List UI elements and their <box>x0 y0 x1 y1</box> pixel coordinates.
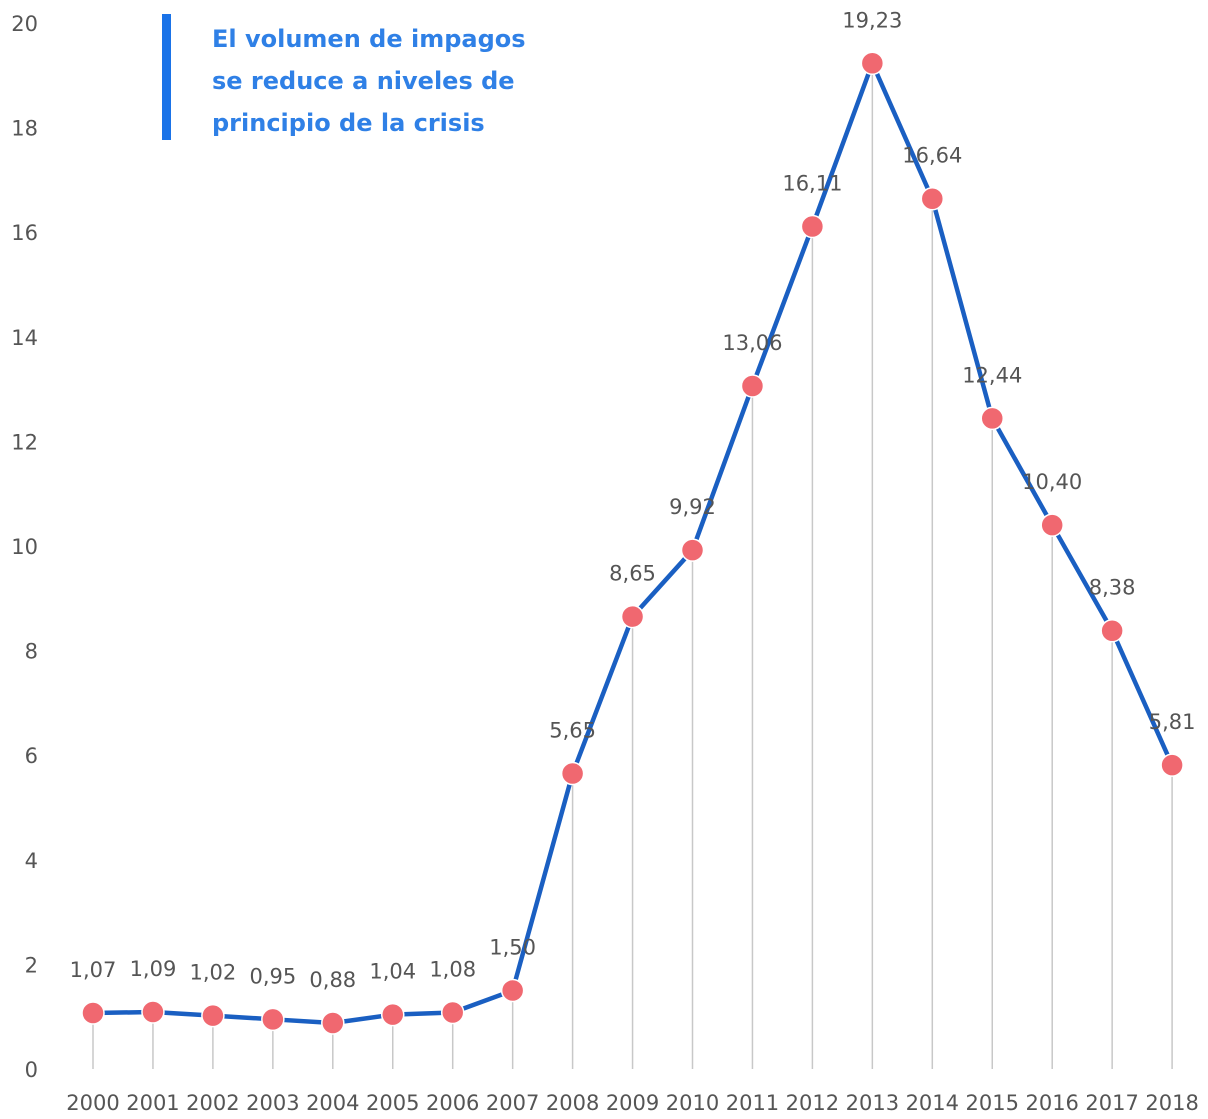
data-point <box>81 1001 105 1025</box>
data-label: 16,64 <box>902 144 962 168</box>
data-point <box>980 406 1004 431</box>
data-label: 8,65 <box>609 562 656 586</box>
y-tick-label: 14 <box>11 326 38 350</box>
x-tick-label: 2007 <box>486 1091 539 1115</box>
data-label: 1,08 <box>429 958 476 982</box>
data-point <box>680 538 705 562</box>
chart-title: El volumen de impagos se reduce a nivele… <box>212 25 526 137</box>
x-tick-label: 2006 <box>426 1091 479 1115</box>
data-label: 16,11 <box>782 171 842 195</box>
data-label: 1,04 <box>369 960 416 984</box>
x-tick-label: 2009 <box>606 1091 659 1115</box>
title-accent-bar <box>162 14 171 140</box>
data-label: 1,07 <box>70 958 117 982</box>
x-tick-label: 2016 <box>1025 1091 1078 1115</box>
data-point <box>261 1007 285 1032</box>
x-tick-label: 2001 <box>126 1091 179 1115</box>
x-tick-label: 2017 <box>1085 1091 1138 1115</box>
data-label: 13,06 <box>722 331 782 355</box>
chart-title-box: El volumen de impagos se reduce a nivele… <box>162 14 582 140</box>
data-label: 8,38 <box>1089 576 1136 600</box>
x-tick-label: 2003 <box>246 1091 299 1115</box>
data-point <box>800 214 825 239</box>
y-tick-label: 6 <box>25 744 38 768</box>
data-point <box>740 374 765 398</box>
data-label: 12,44 <box>962 363 1022 387</box>
data-label: 9,92 <box>669 495 716 519</box>
y-tick-label: 0 <box>25 1058 38 1082</box>
data-point <box>620 604 645 629</box>
x-tick-label: 2010 <box>666 1091 719 1115</box>
data-label: 1,09 <box>130 957 177 981</box>
data-label: 0,88 <box>309 968 356 992</box>
data-point <box>1040 513 1064 537</box>
y-tick-label: 2 <box>25 953 38 977</box>
data-label: 0,95 <box>249 964 296 988</box>
y-tick-label: 8 <box>25 640 38 664</box>
data-label: 1,02 <box>190 961 237 985</box>
data-point <box>321 1011 345 1035</box>
y-tick-label: 12 <box>11 430 38 454</box>
x-tick-label: 2008 <box>546 1091 599 1115</box>
x-tick-label: 2012 <box>786 1091 839 1115</box>
x-tick-label: 2002 <box>186 1091 239 1115</box>
data-point <box>440 1000 465 1025</box>
data-point <box>500 978 525 1003</box>
x-tick-label: 2005 <box>366 1091 419 1115</box>
y-tick-label: 16 <box>11 221 38 245</box>
data-label: 1,50 <box>489 936 536 960</box>
data-label: 10,40 <box>1022 470 1082 494</box>
data-label: 5,81 <box>1149 710 1196 734</box>
y-tick-label: 10 <box>11 535 38 559</box>
data-point <box>1160 753 1184 777</box>
data-point <box>920 186 945 211</box>
x-tick-label: 2013 <box>846 1091 899 1115</box>
x-tick-label: 2018 <box>1145 1091 1198 1115</box>
data-point <box>560 761 585 786</box>
data-point <box>141 1000 165 1024</box>
x-tick-label: 2015 <box>966 1091 1019 1115</box>
data-label: 5,65 <box>549 719 596 743</box>
data-point <box>201 1003 225 1028</box>
x-tick-label: 2014 <box>906 1091 959 1115</box>
x-tick-label: 2011 <box>726 1091 779 1115</box>
x-tick-label: 2000 <box>66 1091 119 1115</box>
x-tick-label: 2004 <box>306 1091 359 1115</box>
data-label: 19,23 <box>842 8 902 32</box>
data-point <box>381 1002 405 1027</box>
y-tick-label: 4 <box>25 849 38 873</box>
data-point <box>1100 618 1124 643</box>
y-tick-label: 18 <box>11 117 38 141</box>
y-tick-label: 20 <box>11 12 38 36</box>
data-point <box>860 51 885 76</box>
